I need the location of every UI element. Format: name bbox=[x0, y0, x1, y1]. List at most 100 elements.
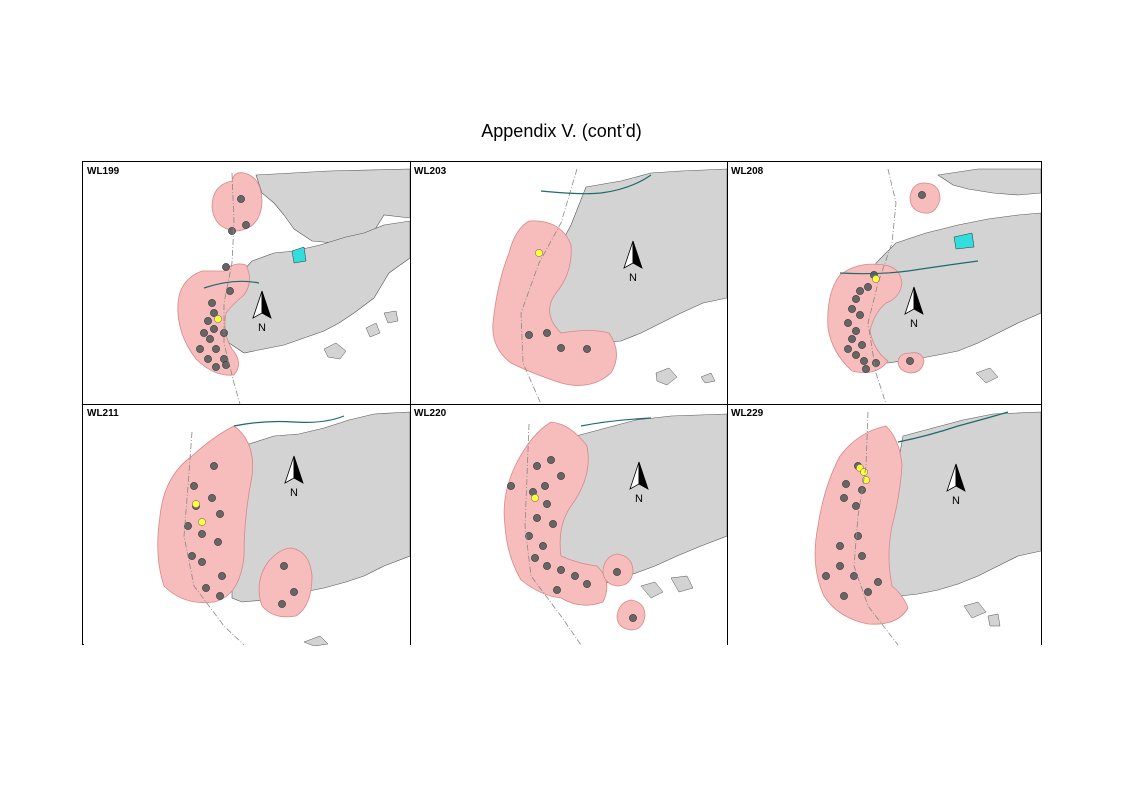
sighting-point bbox=[848, 335, 856, 343]
sighting-point bbox=[204, 317, 212, 325]
sighting-point bbox=[222, 263, 230, 271]
road-line bbox=[839, 260, 979, 275]
sighting-point bbox=[571, 572, 579, 580]
sighting-point-highlight bbox=[192, 500, 200, 508]
sighting-point bbox=[858, 552, 866, 560]
sighting-point bbox=[557, 472, 565, 480]
sighting-point bbox=[543, 562, 551, 570]
map-wl199: N bbox=[177, 168, 410, 404]
map-wl208: N bbox=[827, 168, 1041, 404]
sighting-point bbox=[852, 295, 860, 303]
sighting-point bbox=[856, 311, 864, 319]
sighting-point bbox=[856, 287, 864, 295]
home-range-area bbox=[814, 425, 909, 625]
islet bbox=[975, 367, 999, 384]
road-line bbox=[580, 417, 652, 427]
sighting-point bbox=[836, 542, 844, 550]
home-range-area bbox=[909, 182, 941, 214]
sighting-point bbox=[848, 305, 856, 313]
home-range-area bbox=[211, 172, 263, 232]
islet bbox=[383, 310, 399, 324]
map-wl229: N bbox=[814, 411, 1041, 646]
sighting-point bbox=[547, 456, 555, 464]
sighting-point-highlight bbox=[860, 468, 868, 476]
north-label: N bbox=[910, 318, 918, 330]
map-panel-wl220: WL220 N bbox=[411, 405, 727, 646]
home-range-area bbox=[157, 425, 253, 604]
north-arrow-icon bbox=[261, 290, 272, 319]
north-label: N bbox=[629, 272, 637, 284]
north-arrow-icon bbox=[293, 455, 304, 484]
sighting-point bbox=[872, 359, 880, 367]
panel-divider bbox=[410, 162, 411, 644]
sighting-point bbox=[822, 572, 830, 580]
map-wl211: N bbox=[157, 411, 410, 646]
land-mass bbox=[231, 411, 410, 603]
sighting-point bbox=[212, 345, 220, 353]
islet bbox=[700, 372, 716, 384]
map-wl203: N bbox=[492, 168, 727, 404]
sighting-point bbox=[836, 562, 844, 570]
sighting-point bbox=[874, 578, 882, 586]
north-arrow-icon bbox=[638, 461, 649, 490]
land-mass bbox=[937, 168, 1041, 196]
sighting-point bbox=[557, 344, 565, 352]
sighting-point bbox=[862, 365, 870, 373]
map-panel-wl203: WL203 N bbox=[411, 163, 727, 404]
sighting-point bbox=[864, 588, 872, 596]
sighting-point bbox=[184, 522, 192, 530]
home-range-area bbox=[492, 220, 617, 386]
sighting-point bbox=[228, 227, 236, 235]
islet bbox=[323, 342, 347, 360]
sighting-point bbox=[242, 221, 250, 229]
sighting-point bbox=[533, 462, 541, 470]
sighting-point bbox=[549, 520, 557, 528]
home-range-area bbox=[258, 547, 313, 618]
sighting-point bbox=[629, 614, 637, 622]
sighting-point bbox=[906, 357, 914, 365]
map-panel-wl199: WL199 N bbox=[84, 163, 410, 404]
north-label: N bbox=[635, 493, 643, 505]
map-panel-wl211: WL211 N bbox=[84, 405, 410, 646]
boundary-line bbox=[520, 168, 578, 404]
sighting-point bbox=[583, 345, 591, 353]
boundary-line bbox=[183, 431, 245, 646]
sighting-point bbox=[918, 191, 926, 199]
north-label: N bbox=[290, 487, 298, 499]
sighting-point bbox=[290, 588, 298, 596]
sighting-point bbox=[280, 562, 288, 570]
road-line bbox=[203, 280, 260, 289]
road-line bbox=[233, 415, 345, 427]
sighting-point bbox=[852, 351, 860, 359]
sighting-point bbox=[208, 494, 216, 502]
islet bbox=[987, 613, 1001, 627]
sighting-point bbox=[858, 341, 866, 349]
sighting-point bbox=[543, 500, 551, 508]
road-line bbox=[897, 411, 1009, 443]
map-panel-wl208: WL208 N bbox=[728, 163, 1041, 404]
islet bbox=[670, 575, 694, 593]
sighting-point bbox=[844, 319, 852, 327]
sighting-point bbox=[200, 329, 208, 337]
sighting-point bbox=[222, 361, 230, 369]
sighting-point bbox=[190, 482, 198, 490]
sighting-point bbox=[840, 494, 848, 502]
map-panel-wl229: WL229 N bbox=[728, 405, 1041, 646]
islet bbox=[963, 601, 987, 619]
sighting-point bbox=[196, 345, 204, 353]
sighting-point bbox=[852, 502, 860, 510]
sighting-point bbox=[202, 584, 210, 592]
sighting-point bbox=[216, 592, 224, 600]
sighting-point bbox=[531, 554, 539, 562]
sighting-point bbox=[553, 586, 561, 594]
north-arrow-icon bbox=[955, 463, 966, 492]
sighting-point bbox=[226, 287, 234, 295]
panel-label: WL208 bbox=[731, 166, 764, 177]
islet bbox=[640, 581, 664, 599]
islet bbox=[303, 635, 329, 646]
sighting-point-highlight bbox=[531, 494, 539, 502]
sighting-point bbox=[198, 530, 206, 538]
sighting-point bbox=[842, 480, 850, 488]
sighting-point bbox=[214, 538, 222, 546]
sighting-point bbox=[864, 283, 872, 291]
